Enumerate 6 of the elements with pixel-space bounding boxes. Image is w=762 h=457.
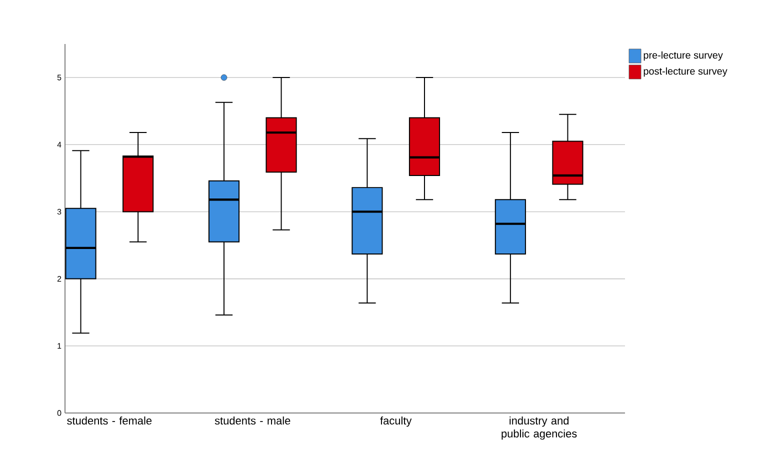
legend-label: post-lecture survey [644, 67, 728, 77]
legend-label: pre-lecture survey [644, 51, 723, 61]
x-tick-label: students - female [67, 416, 152, 425]
x-tick-label: faculty [380, 416, 412, 427]
x-tick-label: students - male [214, 416, 290, 425]
x-tick-label: industry and public agencies [502, 416, 577, 440]
